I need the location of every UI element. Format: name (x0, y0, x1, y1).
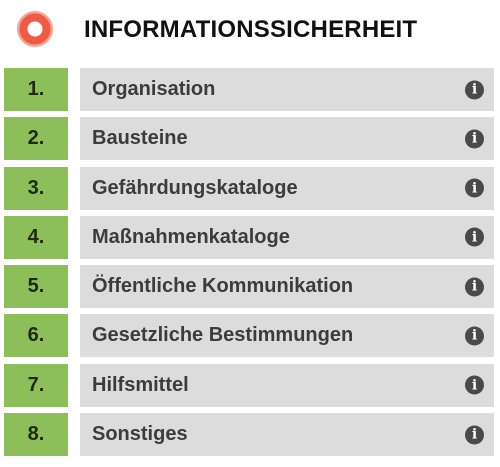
menu-number: 1. (4, 68, 68, 111)
menu-item-label: Öffentliche Kommunikation (92, 275, 354, 298)
info-icon[interactable]: i (465, 375, 484, 395)
menu-item-gefaehrdungskataloge[interactable]: Gefährdungskataloge i (80, 166, 494, 210)
info-icon[interactable]: i (465, 425, 484, 445)
menu-number: 2. (4, 117, 68, 161)
menu-number: 5. (4, 265, 68, 309)
menu-item-hilfsmittel[interactable]: Hilfsmittel i (80, 363, 494, 407)
logo-icon (17, 11, 53, 47)
menu-item-organisation[interactable]: Organisation i (80, 68, 494, 111)
menu-number: 7. (4, 363, 68, 407)
menu-item-bausteine[interactable]: Bausteine i (80, 117, 494, 161)
menu-item-label: Gefährdungskataloge (92, 176, 298, 199)
menu-number: 3. (4, 166, 68, 210)
menu-row-organisation[interactable]: 1. Organisation i (4, 68, 494, 111)
menu-item-label: Maßnahmenkataloge (92, 225, 290, 248)
menu-row-oeffentliche-kommunikation[interactable]: 5. Öffentliche Kommunikation i (4, 265, 494, 309)
info-icon[interactable]: i (465, 80, 484, 99)
info-icon[interactable]: i (465, 178, 484, 198)
menu-item-label: Sonstiges (92, 423, 188, 446)
menu-list: 1. Organisation i 2. Bausteine i 3. Gefä… (4, 68, 494, 462)
info-icon[interactable]: i (465, 227, 484, 247)
menu-row-sonstiges[interactable]: 8. Sonstiges i (4, 413, 494, 457)
info-icon[interactable]: i (465, 277, 484, 297)
menu-row-hilfsmittel[interactable]: 7. Hilfsmittel i (4, 363, 494, 407)
header: INFORMATIONSSICHERHEIT (0, 0, 500, 62)
menu-item-massnahmenkataloge[interactable]: Maßnahmenkataloge i (80, 215, 494, 259)
info-icon[interactable]: i (465, 129, 484, 149)
menu-row-gesetzliche-bestimmungen[interactable]: 6. Gesetzliche Bestimmungen i (4, 314, 494, 358)
menu-number: 4. (4, 215, 68, 259)
menu-row-bausteine[interactable]: 2. Bausteine i (4, 117, 494, 161)
menu-row-gefaehrdungskataloge[interactable]: 3. Gefährdungskataloge i (4, 166, 494, 210)
menu-item-label: Bausteine (92, 127, 188, 150)
menu-item-oeffentliche-kommunikation[interactable]: Öffentliche Kommunikation i (80, 265, 494, 309)
menu-number: 6. (4, 314, 68, 358)
menu-item-label: Gesetzliche Bestimmungen (92, 324, 354, 347)
page-title: INFORMATIONSSICHERHEIT (84, 16, 418, 43)
menu-item-label: Hilfsmittel (92, 373, 189, 396)
menu-item-label: Organisation (92, 78, 216, 100)
menu-number: 8. (4, 413, 68, 457)
info-icon[interactable]: i (465, 326, 484, 346)
menu-item-gesetzliche-bestimmungen[interactable]: Gesetzliche Bestimmungen i (80, 314, 494, 358)
menu-item-sonstiges[interactable]: Sonstiges i (80, 413, 494, 457)
menu-row-massnahmenkataloge[interactable]: 4. Maßnahmenkataloge i (4, 215, 494, 259)
